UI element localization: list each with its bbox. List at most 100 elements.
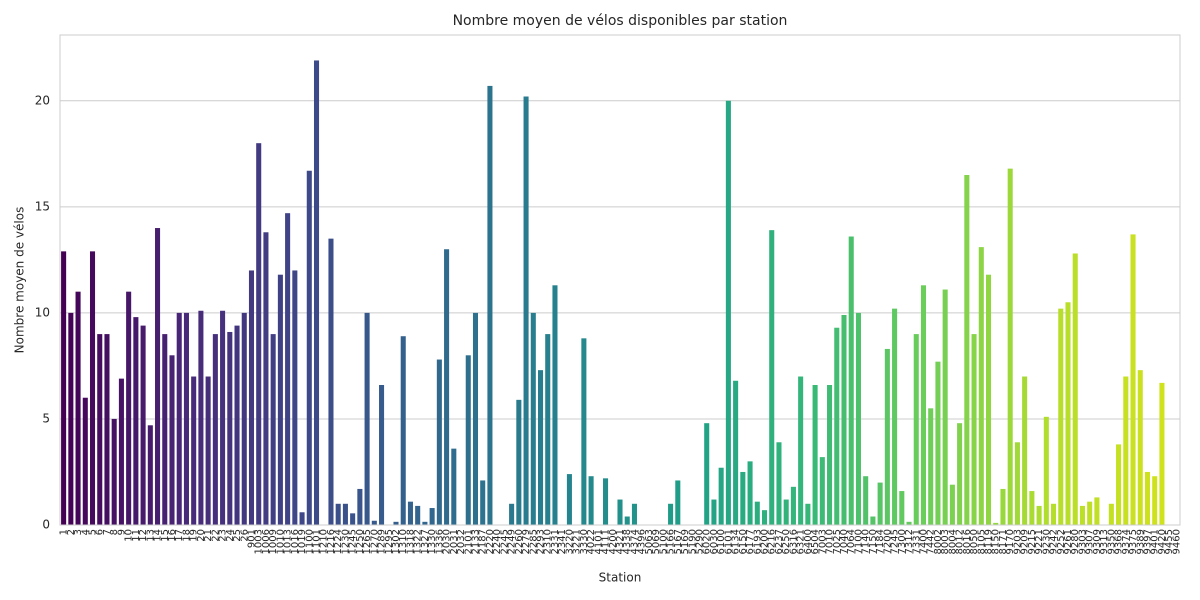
x-tick-label: 9230 bbox=[1041, 529, 1052, 554]
x-tick-label: 4111 bbox=[601, 529, 612, 554]
bar bbox=[198, 310, 204, 525]
x-tick-label: 2285 bbox=[528, 529, 539, 554]
bar bbox=[220, 310, 226, 525]
bar bbox=[841, 315, 847, 525]
bar bbox=[798, 376, 804, 525]
x-tick-label: 2279 bbox=[521, 529, 532, 554]
bar bbox=[1137, 370, 1143, 525]
x-tick-label: 2187 bbox=[478, 529, 489, 554]
bar bbox=[61, 251, 67, 525]
x-tick-label: 8 bbox=[109, 529, 120, 535]
x-tick-label: 2310 bbox=[543, 529, 554, 554]
x-tick-label: 5190 bbox=[687, 529, 698, 554]
bar bbox=[256, 143, 262, 525]
bar bbox=[530, 312, 536, 525]
bar bbox=[1144, 471, 1151, 525]
bar bbox=[566, 474, 572, 525]
x-tick-label: 7312 bbox=[904, 529, 915, 554]
x-tick-label: 9313 bbox=[1099, 529, 1110, 554]
bar bbox=[465, 355, 471, 525]
bar bbox=[205, 376, 211, 525]
bar bbox=[581, 338, 587, 525]
x-tick-label: 2220 bbox=[485, 529, 496, 554]
bar bbox=[1072, 253, 1078, 525]
bar bbox=[328, 238, 334, 526]
x-tick-label: 7140 bbox=[861, 529, 872, 554]
bar bbox=[1022, 376, 1028, 525]
bar bbox=[212, 334, 218, 525]
x-tick-label: 1230 bbox=[340, 529, 351, 554]
x-tick-label: 3221 bbox=[572, 529, 583, 554]
x-tick-label: 4101 bbox=[593, 529, 604, 554]
x-tick-label: 16 bbox=[167, 529, 178, 542]
x-tick-label: 7442 bbox=[926, 529, 937, 554]
bar bbox=[436, 359, 442, 525]
x-tick-label: 9309 bbox=[1092, 529, 1103, 554]
x-tick-label: 4022 bbox=[586, 529, 597, 554]
bar bbox=[1116, 444, 1122, 525]
x-tick-label: 2101 bbox=[463, 529, 474, 554]
x-tick-label: 1216 bbox=[326, 529, 337, 554]
bar bbox=[509, 503, 515, 525]
x-tick-label: 1009 bbox=[268, 529, 279, 554]
x-tick-label: 4374 bbox=[629, 529, 640, 554]
x-tick-label: 8012 bbox=[955, 529, 966, 554]
x-tick-label: 15 bbox=[160, 529, 171, 542]
bar bbox=[863, 476, 869, 525]
bar bbox=[971, 334, 977, 525]
bar bbox=[827, 385, 833, 525]
bar bbox=[870, 516, 876, 525]
x-tick-label: 8004 bbox=[947, 529, 958, 554]
x-tick-label: 8002 bbox=[933, 529, 944, 554]
bar bbox=[140, 325, 146, 525]
bar bbox=[364, 312, 370, 525]
bar bbox=[400, 336, 406, 525]
x-tick-label: 2249 bbox=[507, 529, 518, 554]
x-tick-label: 9401 bbox=[1150, 529, 1161, 554]
x-tick-label: 6400 bbox=[803, 529, 814, 554]
x-tick-label: 5069 bbox=[651, 529, 662, 554]
x-tick-label: 24 bbox=[225, 529, 236, 542]
bar bbox=[68, 312, 74, 525]
x-tick-label: 12 bbox=[138, 529, 149, 542]
x-tick-label: 9368 bbox=[1114, 529, 1125, 554]
bar bbox=[444, 249, 450, 525]
bar bbox=[1079, 505, 1085, 525]
bar bbox=[183, 312, 189, 525]
x-tick-label: 6237 bbox=[774, 529, 785, 554]
bar bbox=[75, 291, 81, 525]
bar bbox=[740, 471, 746, 525]
x-tick-label: 1302 bbox=[391, 529, 402, 554]
bar bbox=[270, 334, 276, 525]
bar bbox=[1051, 503, 1057, 525]
bar bbox=[155, 228, 161, 525]
x-tick-label: 4396 bbox=[637, 529, 648, 554]
bar bbox=[884, 348, 890, 525]
x-tick-label: 6250 bbox=[781, 529, 792, 554]
bar bbox=[1065, 302, 1071, 525]
x-tick-label: 9455 bbox=[1164, 529, 1175, 554]
x-tick-label: 9375 bbox=[1128, 529, 1139, 554]
x-tick-label: 9170 bbox=[1005, 529, 1016, 554]
x-tick-label: 8016 bbox=[962, 529, 973, 554]
x-tick-label: 6504 bbox=[810, 529, 821, 554]
bar bbox=[603, 478, 609, 525]
bar bbox=[1000, 488, 1006, 525]
x-tick-label: 1289 bbox=[377, 529, 388, 554]
x-tick-label: 4321 bbox=[615, 529, 626, 554]
x-tick-label: 9252 bbox=[1056, 529, 1067, 554]
bar bbox=[126, 291, 132, 525]
x-tick-label: 3 bbox=[73, 529, 84, 535]
bar bbox=[285, 213, 291, 525]
x-tick-label: 7064 bbox=[846, 529, 857, 554]
bar bbox=[379, 385, 385, 525]
bar bbox=[1152, 476, 1158, 525]
x-tick-label: 1327 bbox=[420, 529, 431, 554]
x-tick-label: 22 bbox=[210, 529, 221, 542]
x-tick-label: 1100 bbox=[304, 529, 315, 554]
bar bbox=[241, 312, 247, 525]
bar bbox=[82, 397, 88, 525]
x-tick-label: 8003 bbox=[940, 529, 951, 554]
x-tick-label: 6316 bbox=[788, 529, 799, 554]
x-tick-label: 1310 bbox=[398, 529, 409, 554]
